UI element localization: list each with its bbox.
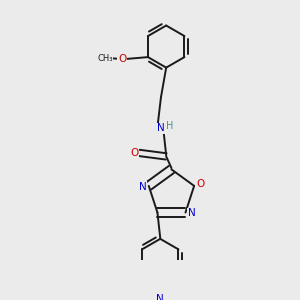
Text: O: O [130, 148, 138, 158]
Text: CH₃: CH₃ [98, 53, 113, 62]
Text: O: O [196, 179, 204, 189]
Text: O: O [118, 54, 126, 64]
Text: N: N [139, 182, 147, 192]
Text: N: N [188, 208, 195, 218]
Text: methoxy: methoxy [105, 57, 112, 58]
Text: N: N [157, 123, 164, 133]
Text: N: N [156, 293, 164, 300]
Text: H: H [166, 121, 173, 130]
